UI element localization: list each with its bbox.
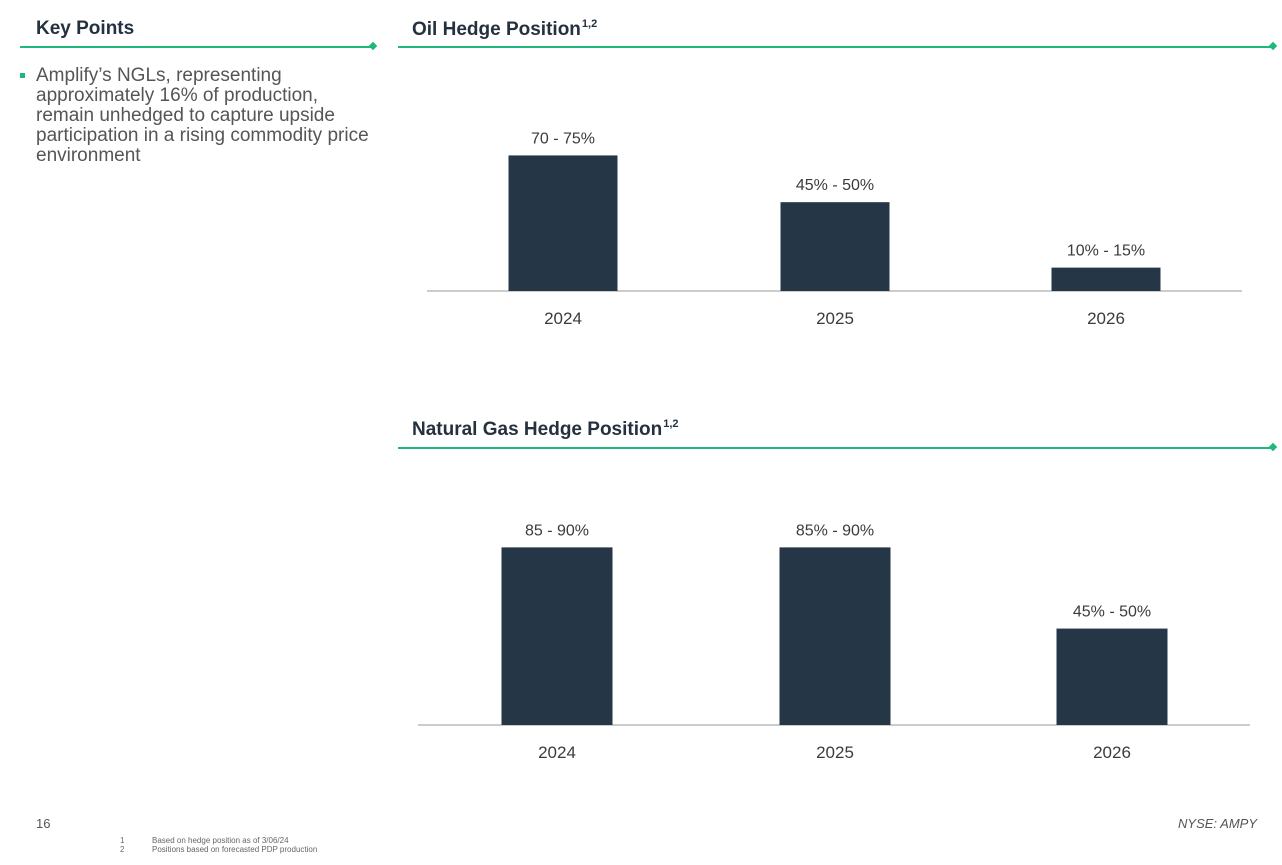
oil-data-label-2024: 70 - 75% [531,130,595,147]
oil-bar-2025 [780,202,890,291]
gas-tick-label-2025: 2025 [816,743,854,762]
footnote-item: 1 Based on hedge position as of 3/06/24 [120,836,317,845]
gas-bar-2025 [779,547,891,725]
oil-tick-label-2025: 2025 [816,309,854,328]
oil-title-superscript: 1,2 [581,18,598,30]
footnote-text: Positions based on forecasted PDP produc… [152,845,318,854]
bullet-text: Amplify’s NGLs, representing approximate… [36,65,369,166]
footnote-item: 2 Positions based on forecasted PDP produ… [120,845,317,854]
oil-data-label-2025: 45% - 50% [796,177,874,194]
oil-tick-label-2024: 2024 [544,309,582,328]
oil-data-label-2026: 10% - 15% [1067,243,1145,260]
bullet-square-icon [20,73,25,78]
page-number: 16 [36,816,51,831]
key-points-list: Amplify’s NGLs, representing approximate… [20,66,370,166]
gas-bar-2024 [501,547,613,725]
oil-bar-2026 [1051,267,1161,291]
ticker-symbol: NYSE: AMPY [1178,816,1257,831]
gas-tick-label-2026: 2026 [1093,743,1131,762]
gas-chart-title: Natural Gas Hedge Position1,2 [412,418,679,441]
gas-data-label-2025: 85% - 90% [796,522,874,539]
footnote-text: Based on hedge position as of 3/06/24 [152,836,289,845]
oil-chart-divider [398,41,1278,51]
gas-title-superscript: 1,2 [663,418,679,430]
gas-title-text: Natural Gas Hedge Position [412,419,663,440]
key-points-divider [20,41,378,51]
gas-data-label-2026: 45% - 50% [1073,604,1151,621]
oil-title-text: Oil Hedge Position [412,19,581,40]
footnote-number: 2 [120,845,125,854]
gas-chart-divider [398,442,1278,452]
gas-data-label-2024: 85 - 90% [525,522,589,539]
footnotes: 1 Based on hedge position as of 3/06/24 2… [120,836,317,854]
oil-chart-title: Oil Hedge Position1,2 [412,18,597,41]
gas-bar-2026 [1056,628,1168,725]
gas-tick-label-2024: 2024 [538,743,576,762]
oil-tick-label-2026: 2026 [1087,309,1125,328]
key-points-title: Key Points [36,18,135,39]
list-item: Amplify’s NGLs, representing approximate… [20,66,370,166]
footnote-number: 1 [120,836,125,845]
oil-bar-2024 [508,155,618,291]
